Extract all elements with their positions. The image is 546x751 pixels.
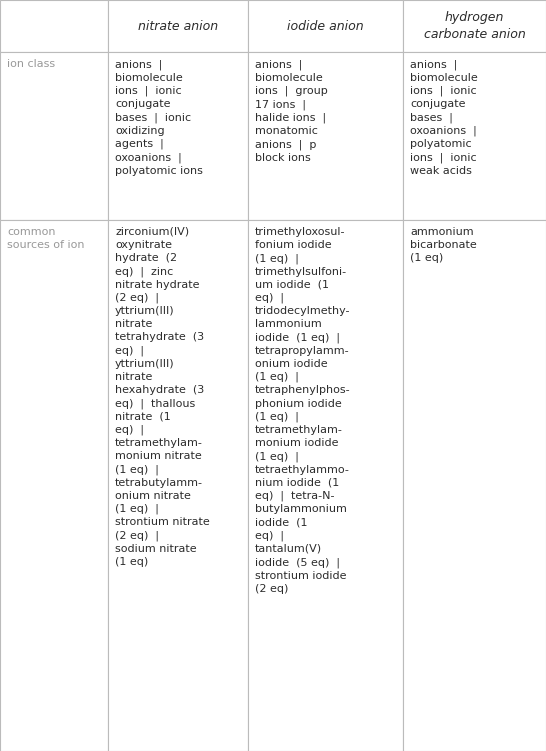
- Text: nitrate anion: nitrate anion: [138, 20, 218, 32]
- Text: trimethyloxosul-
fonium iodide
(1 eq)  |
trimethylsulfoni-
um iodide  (1
eq)  |
: trimethyloxosul- fonium iodide (1 eq) | …: [255, 227, 351, 593]
- Text: hydrogen
carbonate anion: hydrogen carbonate anion: [424, 11, 525, 41]
- Text: anions  |
biomolecule
ions  |  ionic
conjugate
bases  |  ionic
oxidizing
agents : anions | biomolecule ions | ionic conjug…: [115, 59, 203, 176]
- Text: zirconium(IV)
oxynitrate
hydrate  (2
eq)  |  zinc
nitrate hydrate
(2 eq)  |
yttr: zirconium(IV) oxynitrate hydrate (2 eq) …: [115, 227, 210, 567]
- Bar: [108, 0, 248, 52]
- Bar: [403, 52, 546, 220]
- Text: anions  |
biomolecule
ions  |  ionic
conjugate
bases  |
oxoanions  |
polyatomic
: anions | biomolecule ions | ionic conjug…: [410, 59, 478, 176]
- Text: iodide anion: iodide anion: [287, 20, 364, 32]
- Bar: [0, 52, 108, 220]
- Text: ion class: ion class: [7, 59, 55, 69]
- Bar: [0, 220, 108, 751]
- Bar: [0, 0, 108, 52]
- Bar: [248, 220, 403, 751]
- Bar: [403, 220, 546, 751]
- Text: anions  |
biomolecule
ions  |  group
17 ions  |
halide ions  |
monatomic
anions : anions | biomolecule ions | group 17 ion…: [255, 59, 328, 163]
- Text: common
sources of ion: common sources of ion: [7, 227, 85, 250]
- Bar: [108, 52, 248, 220]
- Bar: [248, 52, 403, 220]
- Text: ammonium
bicarbonate
(1 eq): ammonium bicarbonate (1 eq): [410, 227, 477, 263]
- Bar: [403, 0, 546, 52]
- Bar: [108, 220, 248, 751]
- Bar: [248, 0, 403, 52]
